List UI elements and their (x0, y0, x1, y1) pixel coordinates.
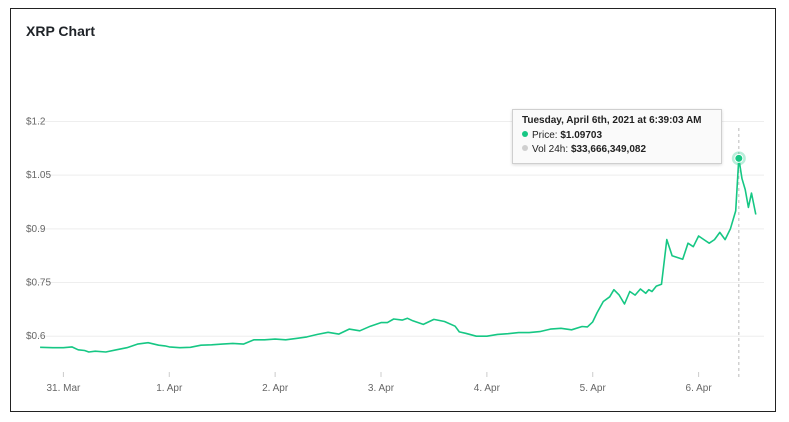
price-dot-icon (522, 131, 528, 137)
x-tick-label: 5. Apr (580, 383, 607, 394)
y-tick-label: $1.2 (26, 116, 46, 127)
tooltip-price-label: Price: (532, 130, 558, 141)
chart-title: XRP Chart (26, 23, 95, 39)
x-tick-label: 1. Apr (156, 383, 183, 394)
tooltip-volume-row: Vol 24h: $33,666,349,082 (522, 143, 712, 157)
highlight-point[interactable] (734, 153, 744, 163)
tooltip-price-value: $1.09703 (560, 130, 603, 141)
price-series-line (40, 157, 757, 353)
y-tick-label: $0.75 (26, 278, 51, 289)
tooltip-date: Tuesday, April 6th, 2021 at 6:39:03 AM (522, 115, 702, 126)
x-tick-label: 4. Apr (474, 383, 501, 394)
x-tick-label: 6. Apr (686, 383, 713, 394)
tooltip-price-row: Price: $1.09703 (522, 129, 712, 143)
y-tick-label: $1.05 (26, 170, 51, 181)
chart-tooltip: Tuesday, April 6th, 2021 at 6:39:03 AM P… (512, 109, 722, 164)
tooltip-volume-value: $33,666,349,082 (570, 144, 647, 155)
x-tick-label: 3. Apr (368, 383, 395, 394)
y-tick-label: $0.6 (26, 331, 46, 342)
x-tick-label: 2. Apr (262, 383, 289, 394)
x-tick-label: 31. Mar (46, 383, 81, 394)
volume-dot-icon (522, 145, 528, 151)
x-axis: 31. Mar 1. Apr 2. Apr 3. Apr 4. Apr 5. Apr 6. … (46, 372, 712, 394)
tooltip-volume-label: Vol 24h: (532, 144, 569, 155)
y-tick-label: $0.9 (26, 224, 46, 235)
y-axis: $0.6 $0.75 $0.9 $1.05 $1.2 (26, 116, 51, 342)
